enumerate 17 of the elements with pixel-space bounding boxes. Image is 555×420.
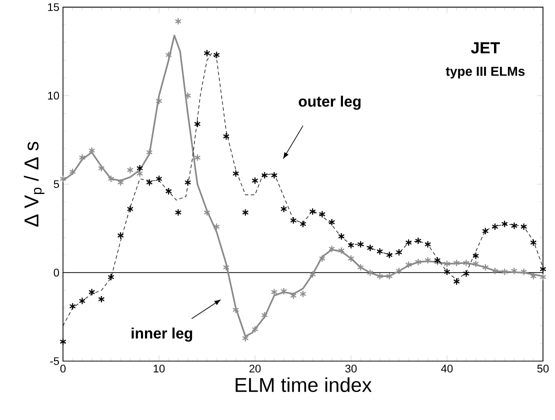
y-tick-label: 5 [54, 180, 59, 188]
y-tick-label: 10 [48, 92, 60, 100]
x-axis-title: ELM time index [236, 377, 372, 392]
annotation: inner leg [132, 328, 192, 342]
x-tick-label: 20 [249, 364, 261, 372]
x-tick-label: 0 [60, 364, 66, 372]
y-tick-label: -5 [50, 357, 59, 365]
y-tick-label: 0 [54, 268, 60, 276]
text: JET [470, 42, 500, 54]
x-tick-label: 50 [537, 364, 549, 372]
annotation: outer leg [298, 96, 361, 110]
text: type III ELMs [446, 66, 525, 78]
y-tick-label: 15 [48, 3, 59, 11]
x-tick-label: 30 [345, 364, 357, 372]
x-tick-label: 10 [154, 364, 165, 372]
x-tick-label: 40 [441, 364, 453, 372]
y-axis-title: Δ V$_{p}$ / Δ s [24, 142, 44, 227]
